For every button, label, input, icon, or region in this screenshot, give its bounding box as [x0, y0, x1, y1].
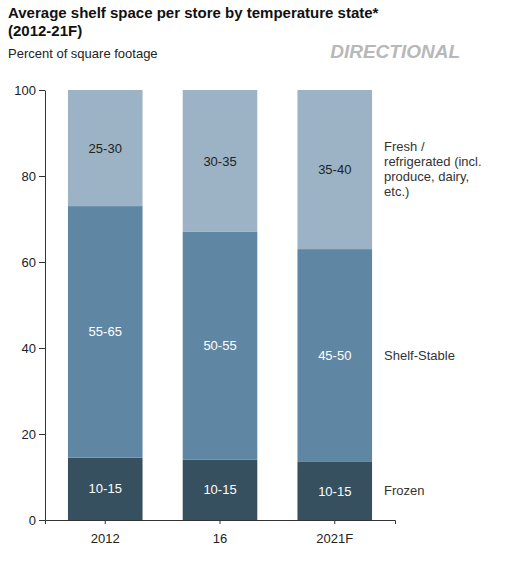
- y-tick-label: 100: [14, 83, 36, 98]
- data-label: 10-15: [203, 482, 236, 497]
- bar-segment: [183, 90, 258, 232]
- data-labels: 10-15 10-15 10-15 55-65 50-55 45-50 25-30 30-35…: [89, 141, 352, 499]
- series-label: Frozen: [384, 483, 424, 498]
- y-tick-label: 20: [22, 427, 36, 442]
- y-tick-mark: [39, 434, 45, 435]
- y-tick: 0: [29, 513, 45, 528]
- data-label: 10-15: [89, 481, 122, 496]
- y-axis: 0 20 40 60 80 100: [14, 83, 45, 528]
- x-tick-label: 2012: [91, 531, 120, 546]
- data-label: 30-35: [203, 154, 236, 169]
- text-line: produce, dairy,: [384, 169, 469, 184]
- x-axis-line: [46, 521, 396, 525]
- text-line: Fresh /: [384, 139, 425, 154]
- y-tick-mark: [39, 520, 45, 521]
- y-tick-mark: [39, 348, 45, 349]
- y-tick-mark: [39, 176, 45, 177]
- data-label: 10-15: [318, 484, 351, 499]
- data-label: 45-50: [318, 348, 351, 363]
- data-label: 55-65: [89, 324, 122, 339]
- bar-segment: [183, 232, 258, 460]
- x-tick: 2012: [91, 520, 120, 546]
- y-tick-label: 40: [22, 341, 36, 356]
- y-tick-label: 80: [22, 169, 36, 184]
- annotation: DIRECTIONAL: [330, 41, 460, 62]
- x-tick: 2021F: [316, 520, 353, 546]
- bar-segment: [297, 249, 372, 462]
- text-line: etc.): [384, 184, 409, 199]
- y-tick-label: 0: [29, 513, 36, 528]
- title: Average shelf space per store by tempera…: [8, 4, 379, 39]
- y-axis-line: [45, 91, 46, 521]
- text-line: Shelf-Stable: [384, 348, 455, 363]
- data-label: 50-55: [203, 338, 236, 353]
- bar-segment: [297, 90, 372, 249]
- data-label: 25-30: [89, 141, 122, 156]
- text-line: Average shelf space per store by tempera…: [8, 4, 379, 21]
- text-line: (2012-21F): [8, 22, 82, 39]
- bar-segment: [68, 458, 143, 520]
- x-tick-mark: [220, 520, 221, 524]
- x-tick-label: 2021F: [316, 531, 353, 546]
- y-tick-mark: [39, 262, 45, 263]
- y-tick: 100: [14, 83, 45, 98]
- data-label: 35-40: [318, 162, 351, 177]
- y-tick-label: 60: [22, 255, 36, 270]
- x-tick: 16: [213, 520, 227, 546]
- y-tick: 80: [22, 169, 45, 184]
- x-tick-mark: [105, 520, 106, 524]
- text-line: refrigerated (incl.: [384, 154, 482, 169]
- text-line: Frozen: [384, 483, 424, 498]
- x-tick-label: 16: [213, 531, 227, 546]
- bars: [68, 90, 372, 520]
- x-tick-mark: [334, 520, 335, 524]
- x-axis: 2012 16 2021F: [46, 520, 396, 546]
- y-tick-mark: [39, 90, 45, 91]
- series-label: Fresh /refrigerated (incl.produce, dairy…: [384, 139, 482, 199]
- subtitle: Percent of square footage: [8, 46, 158, 61]
- bar-segment: [183, 460, 258, 520]
- y-tick: 20: [22, 427, 45, 442]
- chart: Average shelf space per store by tempera…: [0, 0, 508, 563]
- bar-segment: [297, 462, 372, 520]
- y-tick: 40: [22, 341, 45, 356]
- series-label: Shelf-Stable: [384, 348, 455, 363]
- bar-segment: [68, 90, 143, 206]
- y-tick: 60: [22, 255, 45, 270]
- bar-segment: [68, 206, 143, 458]
